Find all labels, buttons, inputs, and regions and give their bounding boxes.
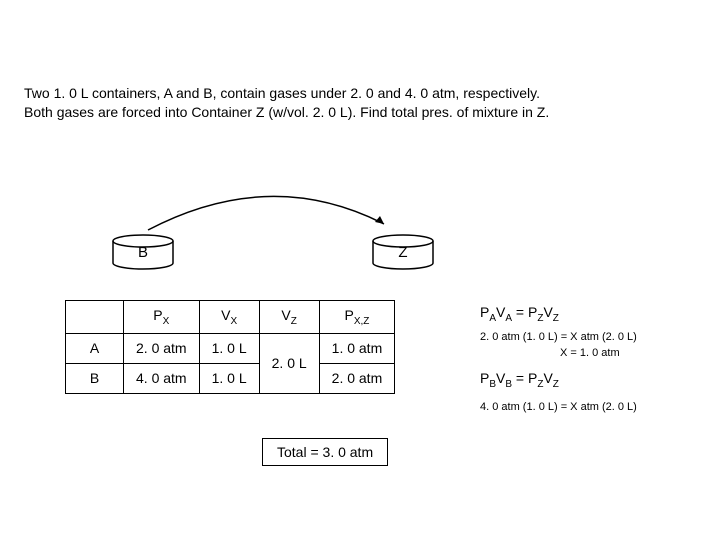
- row-b-label: B: [66, 363, 124, 393]
- th-vz: VZ: [259, 301, 319, 334]
- row-b-vx: 1. 0 L: [199, 363, 259, 393]
- table-row: A 2. 0 atm 1. 0 L 2. 0 L 1. 0 atm: [66, 333, 395, 363]
- table-row: B 4. 0 atm 1. 0 L 2. 0 atm: [66, 363, 395, 393]
- problem-line-2: Both gases are forced into Container Z (…: [24, 104, 549, 120]
- total-pressure-box: Total = 3. 0 atm: [262, 438, 388, 466]
- th-px: PX: [124, 301, 200, 334]
- transfer-arrow: [140, 174, 400, 234]
- total-value: 3. 0 atm: [319, 444, 373, 460]
- equation-pbvb: PBVB = PZVZ: [480, 368, 559, 392]
- equation-a-result: X = 1. 0 atm: [560, 346, 620, 362]
- row-a-pxz: 1. 0 atm: [319, 333, 395, 363]
- container-right-label-text: Z: [398, 244, 407, 261]
- row-b-pxz: 2. 0 atm: [319, 363, 395, 393]
- equation-a-numbers: 2. 0 atm (1. 0 L) = X atm (2. 0 L): [480, 330, 637, 346]
- container-right-label: Z: [370, 244, 436, 261]
- total-label: Total =: [277, 444, 319, 460]
- container-left-label: B: [110, 244, 176, 261]
- th-pxz: PX,Z: [319, 301, 395, 334]
- problem-line-1: Two 1. 0 L containers, A and B, contain …: [24, 85, 540, 101]
- th-vx: VX: [199, 301, 259, 334]
- data-table: PX VX VZ PX,Z A 2. 0 atm 1. 0 L 2. 0 L 1…: [65, 300, 395, 394]
- row-a-vx: 1. 0 L: [199, 333, 259, 363]
- equation-b-numbers: 4. 0 atm (1. 0 L) = X atm (2. 0 L): [480, 400, 637, 416]
- data-table-wrap: PX VX VZ PX,Z A 2. 0 atm 1. 0 L 2. 0 L 1…: [65, 300, 395, 394]
- row-a-label: A: [66, 333, 124, 363]
- vz-shared: 2. 0 L: [259, 333, 319, 393]
- row-a-px: 2. 0 atm: [124, 333, 200, 363]
- problem-statement: Two 1. 0 L containers, A and B, contain …: [24, 84, 696, 122]
- equation-pava: PAVA = PZVZ: [480, 302, 559, 326]
- container-left-label-text: B: [138, 244, 148, 261]
- table-header-row: PX VX VZ PX,Z: [66, 301, 395, 334]
- th-blank: [66, 301, 124, 334]
- row-b-px: 4. 0 atm: [124, 363, 200, 393]
- container-diagram: B Z: [0, 210, 720, 290]
